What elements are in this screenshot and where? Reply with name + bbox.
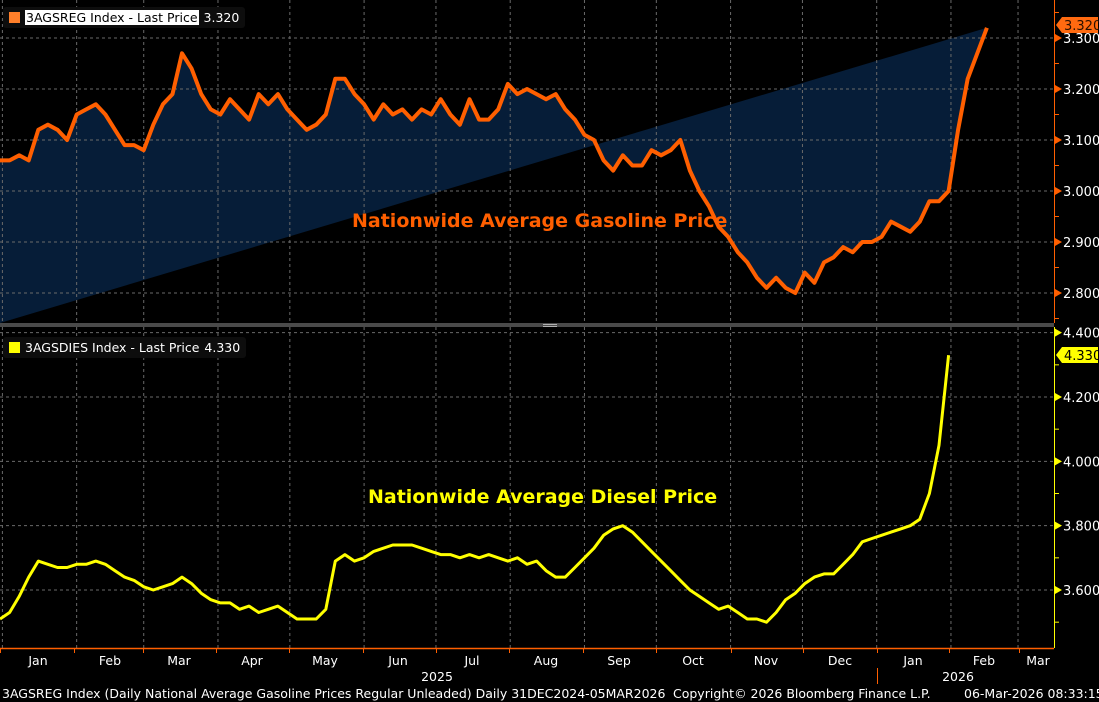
gasoline-y-tick-label: 3.100: [1063, 134, 1099, 149]
gasoline-y-tick-label: 3.300: [1063, 32, 1099, 47]
diesel-last-value-tag: [1056, 347, 1098, 363]
x-tick-label-jan: Jan: [27, 653, 47, 668]
gasoline-y-tick-marker: [1055, 187, 1062, 195]
x-year-label-2026: 2026: [942, 669, 974, 684]
bottom-legend: 3AGSDIES Index - Last Price 4.330: [3, 337, 247, 358]
diesel-y-tick-label: 4.200: [1063, 391, 1099, 406]
diesel-y-tick-label: 4.000: [1063, 455, 1099, 470]
x-tick-label-oct: Oct: [682, 653, 704, 668]
x-tick-label-sep: Sep: [607, 653, 631, 668]
footer-timestamp: 06-Mar-2026 08:33:15: [964, 686, 1099, 701]
top-legend: 3AGSREG Index - Last Price 3.320: [3, 7, 246, 28]
diesel-y-tick-label: 3.800: [1063, 520, 1099, 535]
footer-copyright: Copyright© 2026 Bloomberg Finance L.P.: [673, 686, 931, 701]
x-tick-label-feb: Feb: [99, 653, 121, 668]
x-tick-label-mar: Mar: [167, 653, 191, 668]
gasoline-y-tick-marker: [1055, 238, 1062, 246]
x-tick-label-mar: Mar: [1026, 653, 1050, 668]
diesel-chart-title: Nationwide Average Diesel Price: [368, 486, 718, 508]
diesel-y-tick-marker: [1055, 521, 1062, 530]
diesel-y-tick-marker: [1055, 328, 1062, 337]
diesel-series-line: [0, 355, 951, 624]
gasoline-area-fill: [0, 27, 987, 324]
gasoline-y-tick-label: 2.800: [1063, 287, 1099, 302]
divider-grip-icon: [543, 324, 557, 325]
gasoline-legend-value: 3.320: [203, 10, 240, 25]
diesel-y-tick-marker: [1055, 457, 1062, 466]
diesel-last-value-label: 4.330: [1064, 349, 1099, 364]
diesel-legend-value: 4.330: [204, 340, 241, 355]
x-tick-label-dec: Dec: [828, 653, 852, 668]
divider-grip-icon: [543, 326, 557, 327]
diesel-y-tick-label: 4.400: [1063, 327, 1099, 342]
gasoline-y-tick-marker: [1055, 34, 1062, 42]
gasoline-y-tick-label: 3.000: [1063, 185, 1099, 200]
gasoline-series-line: [0, 27, 989, 295]
gasoline-chart-title: Nationwide Average Gasoline Price: [352, 210, 728, 232]
diesel-y-tick-marker: [1055, 586, 1062, 594]
diesel-y-tick-marker: [1055, 393, 1062, 401]
gasoline-y-tick-marker: [1055, 289, 1062, 297]
gasoline-y-tick-marker: [1055, 136, 1062, 144]
x-tick-label-may: May: [312, 653, 338, 668]
gasoline-last-value-label: 3.320: [1064, 19, 1099, 34]
x-tick-label-aug: Aug: [534, 653, 558, 668]
panel-divider: [0, 323, 1054, 327]
x-tick-label-nov: Nov: [754, 653, 779, 668]
x-tick-label-jun: Jun: [387, 653, 408, 668]
gasoline-legend-ticker: 3AGSREG Index - Last Price: [25, 10, 199, 25]
x-tick-label-jul: Jul: [463, 653, 479, 668]
gasoline-legend-swatch: [9, 12, 20, 23]
x-tick-label-feb: Feb: [973, 653, 995, 668]
x-year-label-2025: 2025: [421, 669, 453, 684]
diesel-legend-ticker: 3AGSDIES Index - Last Price: [25, 340, 200, 355]
x-tick-label-apr: Apr: [241, 653, 263, 668]
gasoline-y-tick-label: 2.900: [1063, 236, 1099, 251]
footer-description: 3AGSREG Index (Daily National Average Ga…: [2, 686, 666, 701]
diesel-y-tick-label: 3.600: [1063, 584, 1099, 599]
gasoline-y-tick-marker: [1055, 85, 1062, 93]
x-tick-label-jan: Jan: [902, 653, 922, 668]
diesel-legend-swatch: [9, 342, 20, 353]
gasoline-y-tick-label: 3.200: [1063, 83, 1099, 98]
gasoline-last-value-tag: [1056, 17, 1098, 33]
